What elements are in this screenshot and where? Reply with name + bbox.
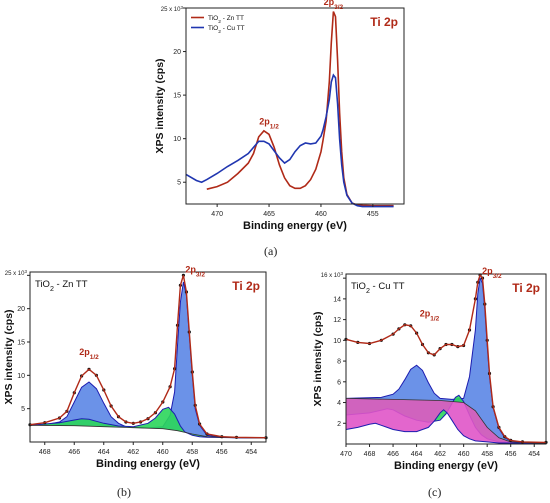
panel-a-x-axis-label: Binding energy (eV) — [243, 220, 347, 232]
panel-c-x-axis-label: Binding energy (eV) — [394, 460, 498, 472]
caption-a: (a) — [264, 244, 278, 258]
panel-c-x-tick-label: 454 — [528, 451, 540, 458]
panel-c-y-tick-label: 4 — [337, 400, 341, 407]
panel-a-y-tick-label: 5 — [177, 180, 181, 187]
panel-b-chart: 468 466 464 462 460 458 456 454 5 10 15 20 25 x 103 B… — [3, 266, 268, 470]
panel-b-plot-area — [30, 272, 266, 442]
panel-c-y-tick-label: 6 — [337, 379, 341, 386]
panel-b-component-1-line — [29, 406, 267, 439]
panel-a-chart: 470 465 460 455 5 10 15 20 25 x 103 Binding energ… — [154, 0, 405, 232]
panel-a-spectrum-label: Ti 2p — [370, 15, 398, 29]
panel-c-x-tick-label: 466 — [387, 451, 399, 458]
panel-c-x-tick-label: 468 — [364, 451, 376, 458]
panel-b-y-tick-label: 5 — [21, 406, 25, 413]
panel-a-series-1-line — [185, 73, 394, 208]
panel-a-frame — [185, 7, 405, 205]
panel-c-y-multiplier: 16 x 103 — [321, 271, 344, 280]
panel-b-envelope-line — [29, 275, 267, 439]
panel-c-panel-title: TiO2 - Cu TT — [351, 281, 405, 295]
panel-c-component-2-line — [345, 409, 546, 444]
panel-a-x-tick-label: 460 — [315, 211, 327, 218]
panel-b-y-tick-label: 20 — [17, 306, 25, 313]
caption-c: (c) — [428, 485, 442, 499]
panel-a-legend-label-0: TiO2 - Zn TT — [208, 15, 244, 25]
panel-c-x-tick-label: 464 — [411, 451, 423, 458]
panel-c-peak-label-1: 2p3/2 — [482, 266, 502, 280]
panel-b-x-tick-label: 454 — [245, 449, 257, 456]
panel-a-x-tick-label: 455 — [367, 211, 379, 218]
panel-b-x-tick-label: 464 — [98, 449, 110, 456]
panel-a-x-tick-label: 465 — [263, 211, 275, 218]
panel-a-plot-area — [186, 8, 404, 204]
panel-b-peak-label-0: 2p1/2 — [79, 347, 99, 361]
panel-c-peak-label-0: 2p1/2 — [420, 309, 440, 323]
panel-b-x-tick-label: 458 — [186, 449, 198, 456]
panel-c-chart: 470 468 466 464 462 460 458 456 454246810121416 … — [312, 266, 548, 472]
panel-a-y-tick-label: 20 — [173, 49, 181, 56]
panel-b-y-multiplier: 25 x 103 — [5, 269, 28, 278]
panel-b-x-tick-label: 468 — [39, 449, 51, 456]
panel-a-x-tick-label: 470 — [211, 211, 223, 218]
panel-a-y-axis-label: XPS intensity (cps) — [154, 58, 166, 153]
panel-c-x-tick-label: 456 — [505, 451, 517, 458]
panel-b-x-tick-label: 460 — [157, 449, 169, 456]
panel-a-y-multiplier: 25 x 103 — [161, 5, 184, 14]
panel-b-x-axis-label: Binding energy (eV) — [96, 458, 200, 470]
panel-a-y-tick-label: 15 — [173, 93, 181, 100]
panel-c-frame — [345, 273, 547, 445]
panel-a-y-tick-label: 10 — [173, 136, 181, 143]
panel-b-panel-title: TiO2 - Zn TT — [35, 279, 88, 293]
panel-b-spectrum-label: Ti 2p — [232, 279, 260, 293]
panel-b-x-tick-label: 462 — [127, 449, 139, 456]
panel-c-y-tick-label: 12 — [333, 317, 341, 324]
panel-b-x-tick-label: 456 — [216, 449, 228, 456]
panel-c-y-tick-label: 2 — [337, 421, 341, 428]
panel-c-x-tick-label: 462 — [434, 451, 446, 458]
panel-c-x-tick-label: 460 — [458, 451, 470, 458]
panel-a-peak-label-1: 2p3/2 — [324, 0, 344, 11]
panel-a-peak-label-0: 2p1/2 — [259, 116, 279, 130]
panel-c-x-tick-label: 470 — [340, 451, 352, 458]
panel-b-frame — [29, 271, 267, 443]
panel-c-x-tick-label: 458 — [481, 451, 493, 458]
panel-b-peak-label-1: 2p3/2 — [185, 266, 205, 278]
panel-c-y-tick-label: 10 — [333, 338, 341, 345]
panel-a-legend-label-1: TiO2 - Cu TT — [208, 25, 245, 35]
panel-b-y-tick-label: 10 — [17, 373, 25, 380]
panel-c-envelope-line — [345, 273, 547, 444]
panel-b-component-1-fill — [30, 407, 266, 438]
panel-c-spectrum-label: Ti 2p — [512, 281, 540, 295]
panel-b-y-tick-label: 15 — [17, 340, 25, 347]
panel-c-y-axis-label: XPS intensity (cps) — [312, 311, 324, 406]
caption-b: (b) — [117, 485, 131, 499]
panel-b-x-tick-label: 466 — [68, 449, 80, 456]
panel-c-y-tick-label: 14 — [333, 296, 341, 303]
panel-b-component-0-fill — [30, 282, 266, 438]
panel-b-y-axis-label: XPS intensity (cps) — [3, 309, 15, 404]
panel-c-y-tick-label: 8 — [337, 359, 341, 366]
panel-c-component-2-fill — [346, 398, 546, 443]
